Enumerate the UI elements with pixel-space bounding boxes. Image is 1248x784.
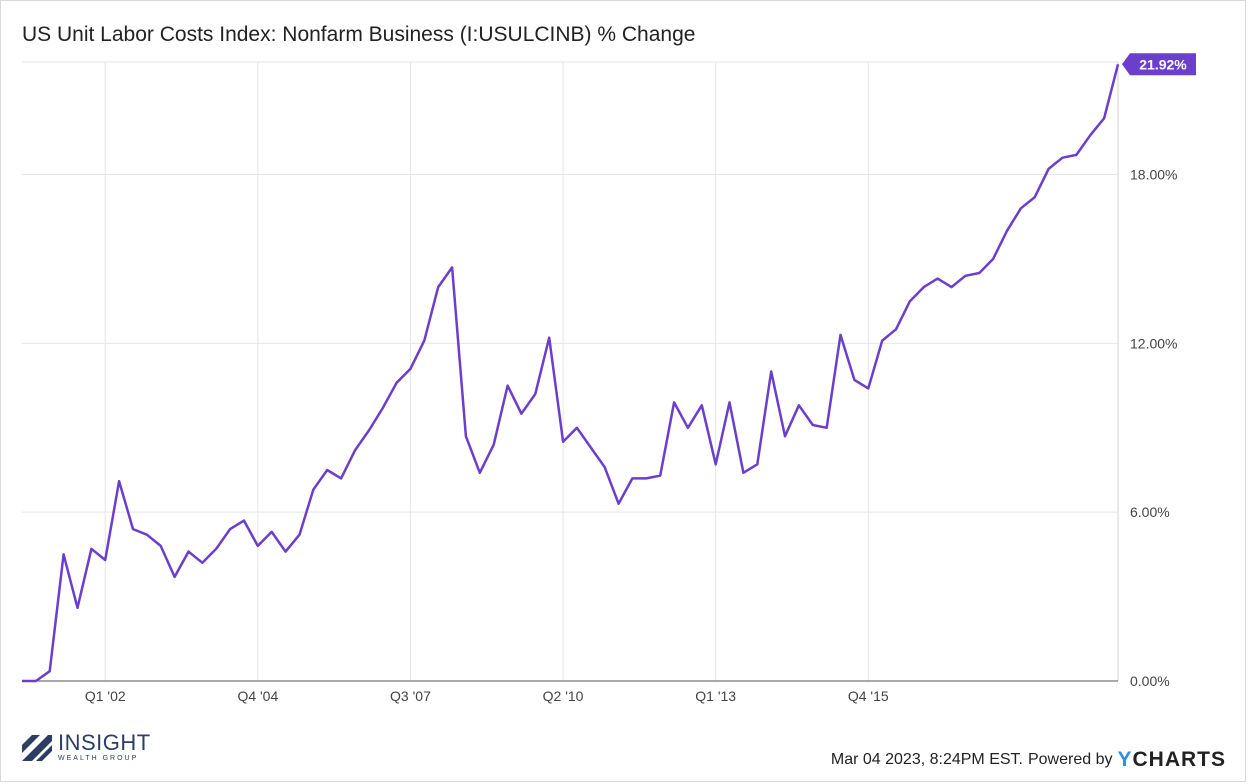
y-tick-label: 0.00% (1130, 673, 1170, 689)
footer-powered-by: Powered by (1027, 751, 1113, 768)
insight-stripes-icon (22, 735, 52, 761)
x-tick-label: Q1 '02 (85, 688, 126, 704)
last-value-label: 21.92% (1139, 56, 1187, 72)
y-tick-label: 18.00% (1130, 167, 1177, 183)
logo-tagline: WEALTH GROUP (58, 755, 139, 762)
ycharts-logo-rest: CHARTS (1132, 748, 1226, 771)
x-tick-label: Q4 '15 (848, 688, 889, 704)
x-tick-label: Q3 '07 (390, 688, 431, 704)
x-tick-label: Q4 '04 (237, 688, 278, 704)
series-line (22, 63, 1120, 683)
y-tick-label: 12.00% (1130, 335, 1177, 351)
ycharts-logo-y: Y (1117, 748, 1133, 771)
ycharts-logo[interactable]: YCHARTS (1117, 748, 1226, 772)
x-tick-label: Q1 '13 (695, 688, 736, 704)
footer-timestamp: Mar 04 2023, 8:24PM EST. (830, 751, 1023, 768)
y-tick-label: 6.00% (1130, 504, 1170, 520)
chart-title: US Unit Labor Costs Index: Nonfarm Busin… (22, 23, 696, 46)
last-value-tag (1122, 53, 1196, 76)
logo-name: INSIGHT (58, 730, 151, 755)
insight-logo: INSIGHT WEALTH GROUP (22, 730, 151, 763)
x-tick-label: Q2 '10 (543, 688, 584, 704)
chart-footer: Mar 04 2023, 8:24PM EST. Powered by YCHA… (831, 748, 1226, 772)
